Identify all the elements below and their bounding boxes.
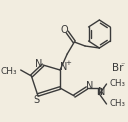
Text: +: + xyxy=(65,60,71,66)
Text: N: N xyxy=(86,81,93,91)
Text: CH₃: CH₃ xyxy=(109,78,125,87)
Text: N: N xyxy=(60,62,67,72)
Text: CH₃: CH₃ xyxy=(1,66,17,76)
Text: O: O xyxy=(61,25,68,35)
Text: N: N xyxy=(35,59,42,69)
Text: S: S xyxy=(34,95,40,105)
Text: Br: Br xyxy=(112,63,123,73)
Text: CH₃: CH₃ xyxy=(109,98,125,107)
Text: ⁻: ⁻ xyxy=(121,61,125,70)
Text: N: N xyxy=(98,87,106,97)
